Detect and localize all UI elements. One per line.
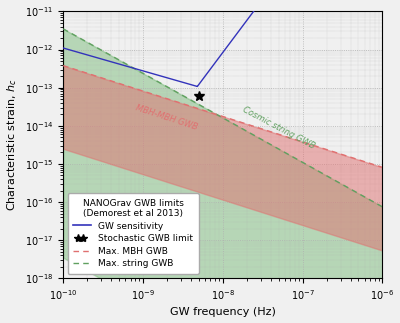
Legend: GW sensitivity, Stochastic GWB limit, Max. MBH GWB, Max. string GWB: GW sensitivity, Stochastic GWB limit, Ma… bbox=[68, 193, 199, 274]
Text: MBH-MBH GWB: MBH-MBH GWB bbox=[135, 103, 199, 131]
X-axis label: GW frequency (Hz): GW frequency (Hz) bbox=[170, 307, 276, 318]
Y-axis label: Characteristic strain, $h_c$: Characteristic strain, $h_c$ bbox=[6, 78, 19, 211]
Text: Cosmic string GWB: Cosmic string GWB bbox=[241, 105, 316, 151]
